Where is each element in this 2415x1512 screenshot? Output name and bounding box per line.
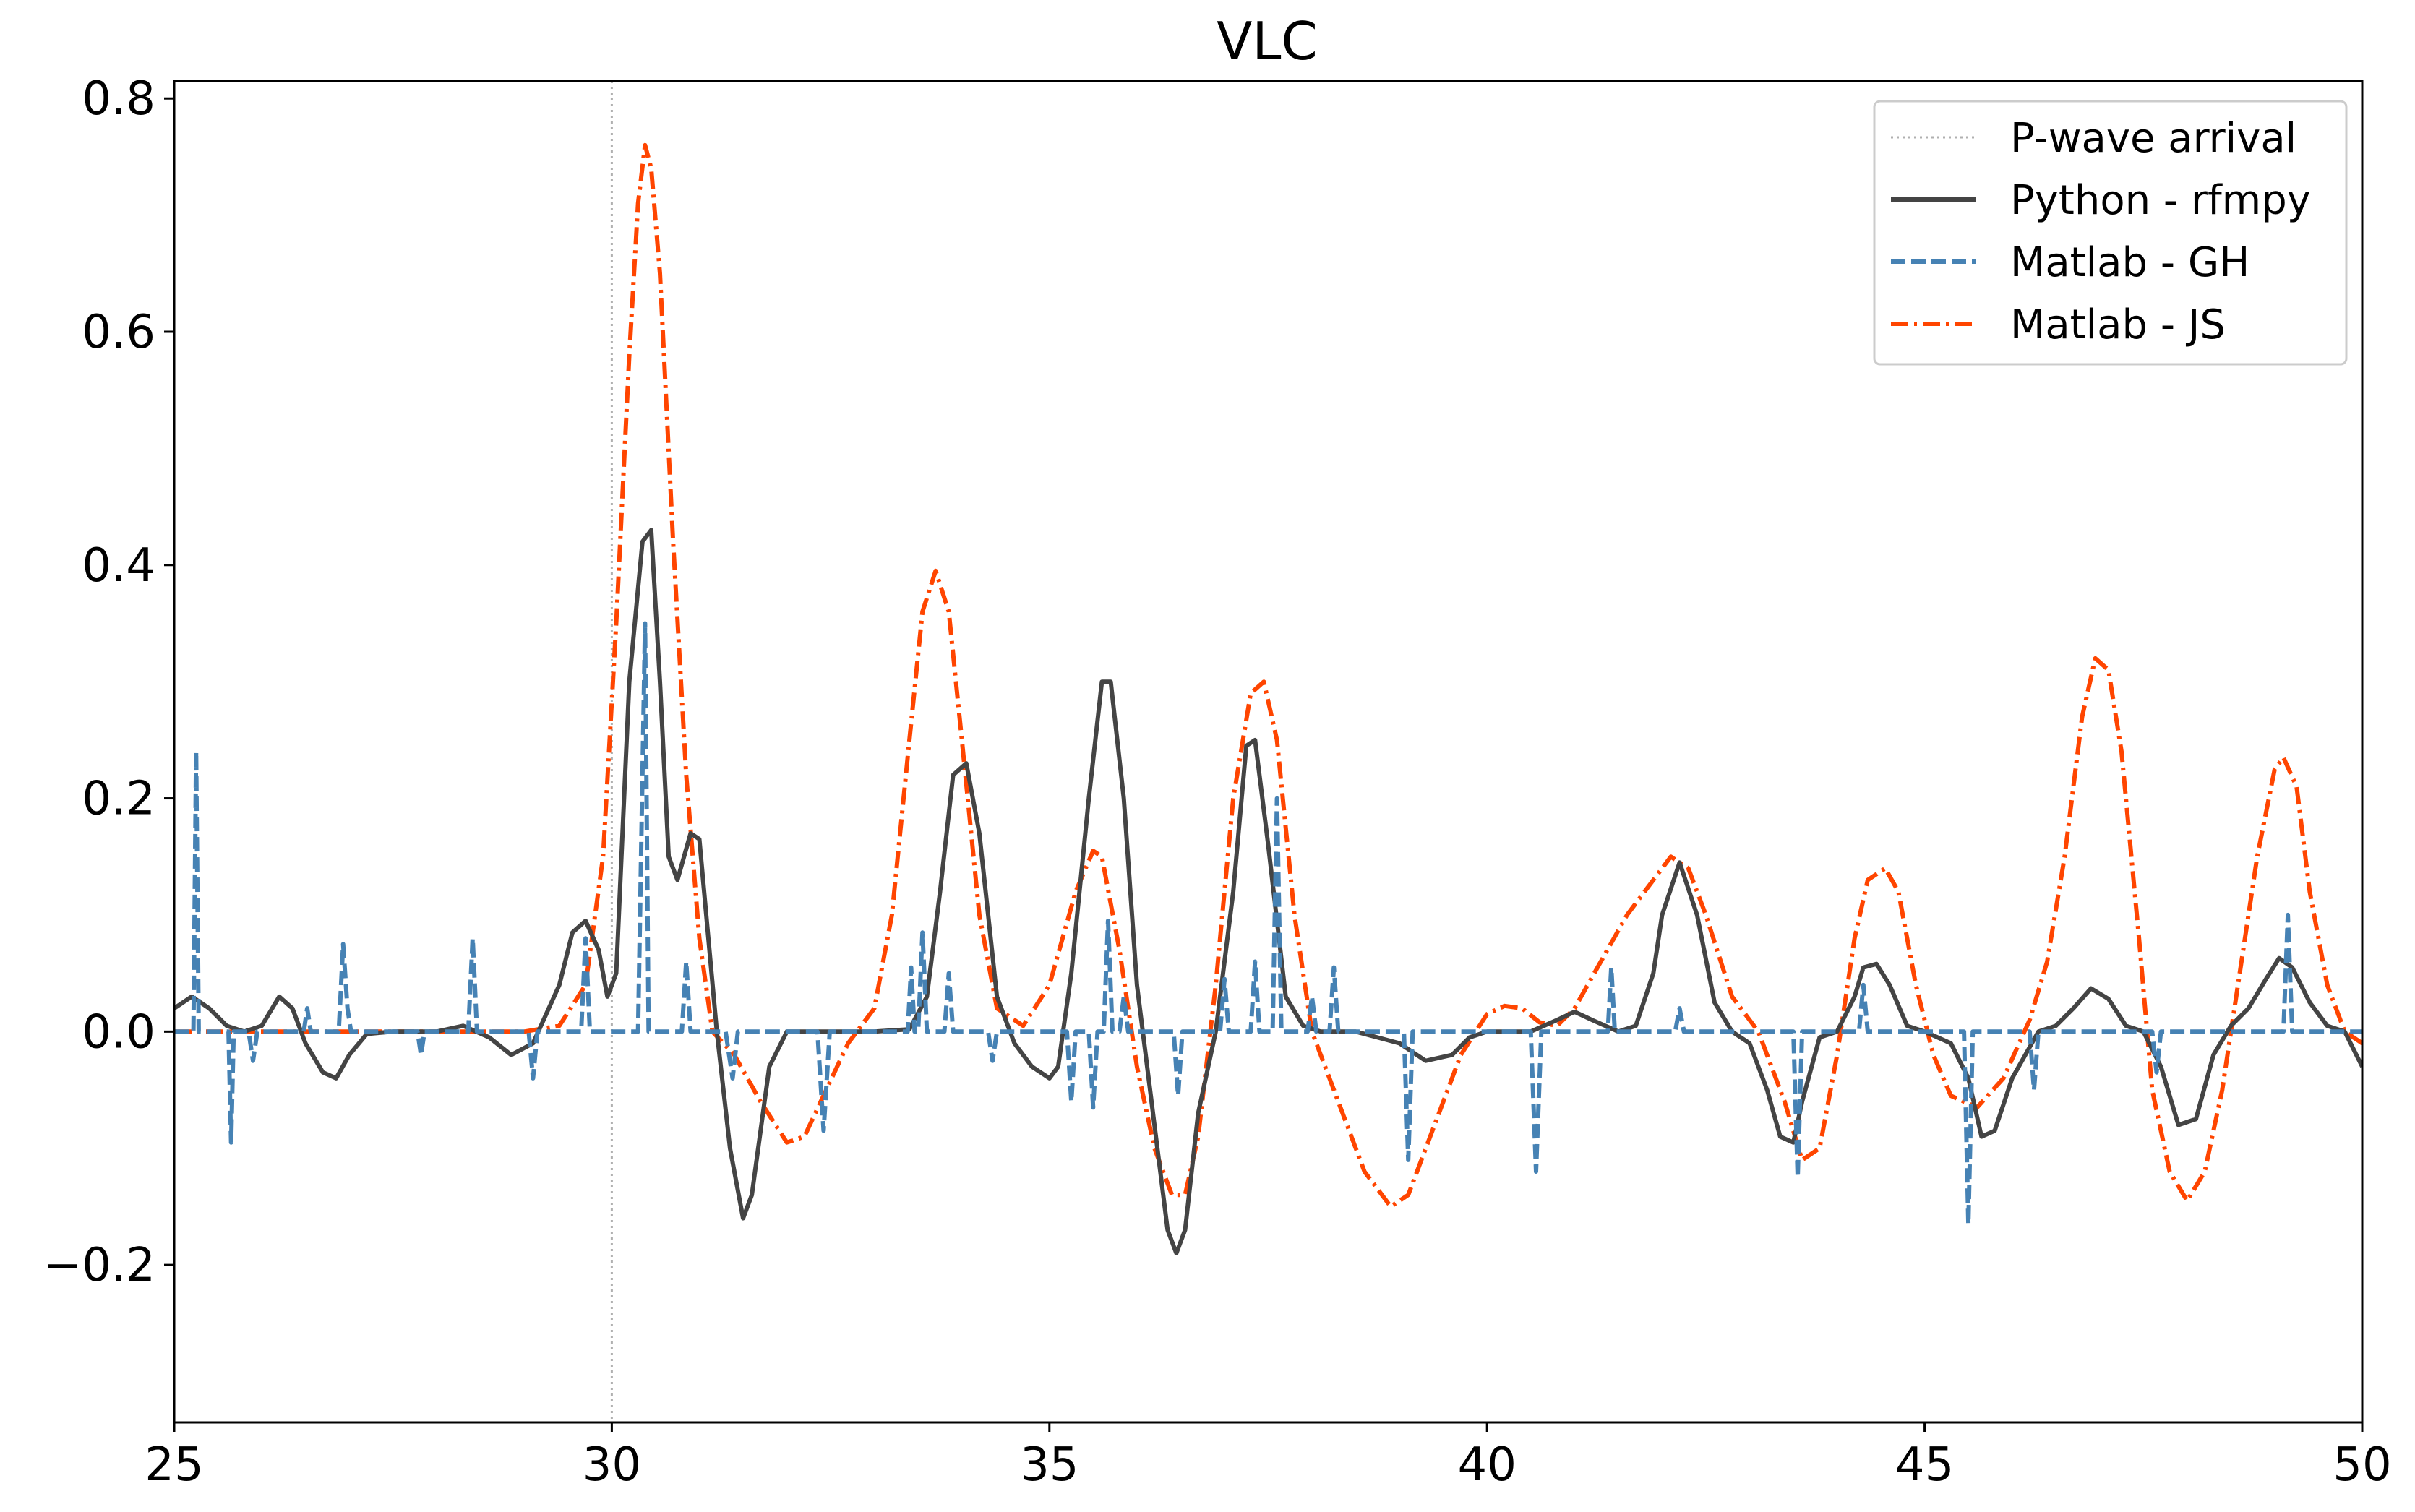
x-tick-label: 35: [1020, 1438, 1078, 1492]
legend-label-python-rfmpy: Python - rfmpy: [2010, 177, 2311, 224]
legend-box: [1873, 100, 2348, 366]
y-tick-label: 0.2: [82, 773, 155, 826]
x-tick-label: 25: [145, 1438, 203, 1492]
y-tick-label: −0.2: [43, 1239, 155, 1292]
legend-label-p-wave-arrival: P-wave arrival: [2010, 115, 2296, 162]
legend-label-matlab-gh: Matlab - GH: [2010, 239, 2249, 286]
x-tick-label: 40: [1457, 1438, 1516, 1492]
axes: 25 30 35 40 45 50 −0.2 0.0 0.2 0.4 0.6 0.8: [43, 72, 2392, 1492]
series-matlab-gh-line: [174, 621, 2362, 1227]
y-tick-label: 0.6: [82, 306, 155, 359]
plot-area: [174, 81, 2362, 1422]
legend-label-matlab-js: Matlab - JS: [2010, 301, 2226, 348]
y-tick-label: 0.0: [82, 1005, 155, 1059]
legend: P-wave arrival Python - rfmpy Matlab - GH M…: [1873, 100, 2348, 366]
chart-title: VLC: [1217, 11, 1318, 72]
y-tick-label: 0.8: [82, 72, 155, 126]
axes-frame: [173, 80, 2364, 1424]
x-tick-label: 30: [583, 1438, 641, 1492]
series-python-rfmpy-line: [174, 528, 2362, 1255]
x-tick-label: 45: [1895, 1438, 1954, 1492]
series-matlab-js-line: [174, 142, 2362, 1209]
y-tick-label: 0.4: [82, 539, 155, 593]
x-tick-label: 50: [2333, 1438, 2391, 1492]
